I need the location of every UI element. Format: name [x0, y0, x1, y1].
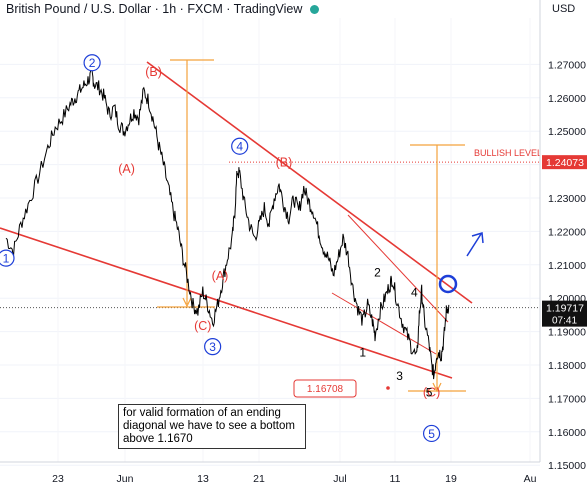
- wave-label-circled: 5: [428, 427, 435, 441]
- y-tick-label: 1.25000: [548, 126, 586, 138]
- price-line: [5, 68, 450, 380]
- current-price-marker: [438, 274, 458, 294]
- diagonal-lower-line: [331, 292, 437, 355]
- axis-panel: [540, 0, 587, 489]
- bullish-arrow-shaft: [466, 233, 482, 257]
- y-tick-label: 1.26000: [548, 93, 586, 105]
- wave-label-black: 2: [374, 265, 381, 279]
- target-box: [293, 379, 357, 398]
- market-open-icon: [310, 4, 320, 14]
- x-tick-label: 23: [52, 473, 64, 485]
- wave-label-circled: 3: [209, 340, 216, 354]
- wave-circle: [231, 137, 249, 155]
- x-tick-label: 13: [197, 473, 209, 485]
- last-price-value: 1.19717: [546, 303, 584, 315]
- x-tick-label: Au: [524, 473, 537, 485]
- wave-label-red: (A): [118, 162, 135, 176]
- annotation-note: for valid formation of an ending diagona…: [118, 404, 306, 449]
- y-tick-label: 1.21000: [548, 260, 586, 272]
- y-tick-label: 1.23000: [548, 193, 586, 205]
- measure-arrow-b: [432, 382, 442, 393]
- wave-label-red: (C): [423, 386, 440, 400]
- x-tick-label: 21: [253, 473, 265, 485]
- x-tick-label: Jun: [117, 473, 134, 485]
- wave-label-black: 1: [359, 346, 366, 360]
- wave-circle: [0, 249, 15, 267]
- bullish-arrow-head: [471, 232, 484, 244]
- bullish-level-label: BULLISH LEVEL: [474, 148, 542, 158]
- y-tick-label: 1.22000: [548, 226, 586, 238]
- bullish-level-badge: [542, 155, 587, 170]
- x-tick-label: 19: [445, 473, 457, 485]
- wave-circle: [204, 338, 222, 356]
- wave-label-red: (C): [194, 319, 211, 333]
- last-price-badge: [542, 300, 587, 327]
- wave-circle: [83, 54, 101, 72]
- wave-label-black: 3: [396, 369, 403, 383]
- lower-trendline: [0, 227, 453, 379]
- wave-label-circled: 2: [89, 56, 96, 70]
- wave-circle: [422, 424, 441, 443]
- measure-arrow-a: [182, 297, 192, 308]
- wave-label-red: (B): [145, 65, 162, 79]
- y-tick-label: 1.16000: [548, 427, 586, 439]
- target-dot: [386, 386, 390, 390]
- x-tick-label: Jul: [333, 473, 346, 485]
- y-tick-label: 1.19000: [548, 327, 586, 339]
- diagonal-upper-line: [347, 214, 449, 323]
- grid: [0, 18, 540, 466]
- x-tick-label: 11: [390, 473, 401, 485]
- y-tick-label: 1.17000: [548, 393, 586, 405]
- wave-label-circled: 4: [236, 140, 243, 154]
- wave-label-black: 5: [426, 386, 433, 400]
- y-tick-label: 1.27000: [548, 59, 586, 71]
- upper-trendline: [146, 61, 473, 304]
- target-value: 1.16708: [307, 384, 344, 395]
- wave-labels: 1 2 3 4 5 (B) (A) (B) (A) (C) (C) 2 4 1 3 5: [0, 54, 441, 443]
- guide-lines: BULLISH LEVEL 1.16708: [0, 59, 542, 398]
- wave-label-red: (A): [212, 269, 229, 283]
- chart-header: British Pound / U.S. Dollar · 1h · FXCM …: [6, 2, 320, 16]
- wave-label-black: 4: [411, 286, 418, 300]
- currency-label: USD: [552, 3, 575, 15]
- last-price-countdown: 07:41: [552, 316, 577, 327]
- wave-label-red: (B): [276, 155, 293, 169]
- y-tick-label: 1.15000: [548, 460, 586, 472]
- price-series: [5, 68, 450, 380]
- wave-label-circled: 1: [3, 252, 10, 266]
- chart-title: British Pound / U.S. Dollar · 1h · FXCM …: [6, 2, 303, 16]
- y-tick-label: 1.18000: [548, 360, 586, 372]
- bullish-level-value: 1.24073: [546, 157, 584, 169]
